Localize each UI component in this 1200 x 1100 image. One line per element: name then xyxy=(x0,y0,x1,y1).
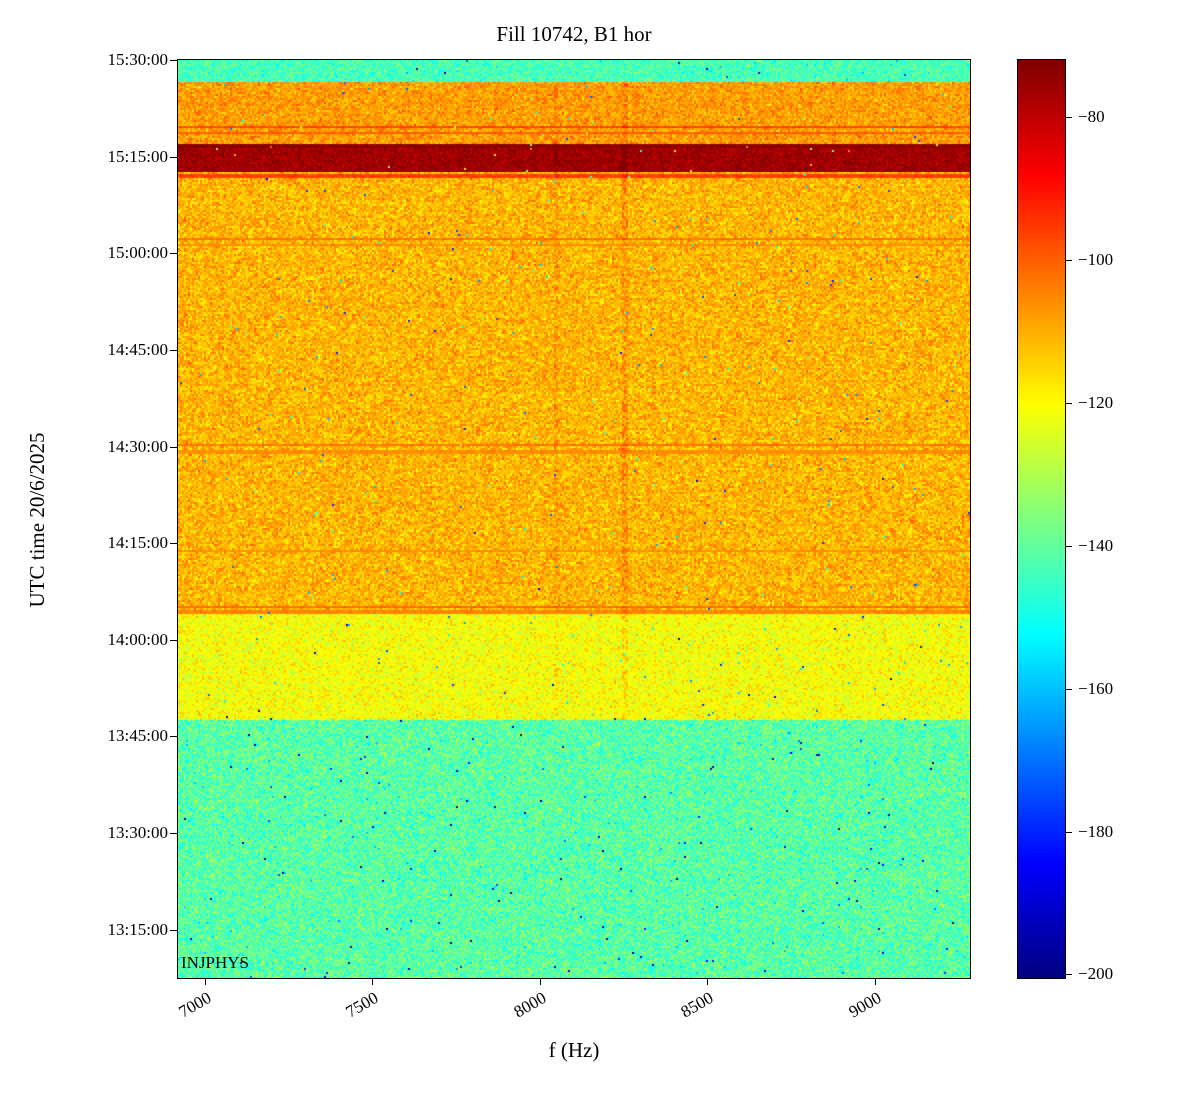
x-tick-mark xyxy=(707,978,708,985)
colorbar-tick-label: −140 xyxy=(1078,536,1113,556)
colorbar-tick-mark xyxy=(1065,260,1072,261)
colorbar-tick-mark xyxy=(1065,689,1072,690)
colorbar-tick-label: −160 xyxy=(1078,679,1113,699)
y-tick-mark xyxy=(170,543,177,544)
y-tick-mark xyxy=(170,930,177,931)
colorbar-tick-mark xyxy=(1065,832,1072,833)
spectrogram-figure: Fill 10742, B1 hor UTC time 20/6/2025 IN… xyxy=(0,0,1200,1100)
colorbar-tick-label: −100 xyxy=(1078,250,1113,270)
y-tick-mark xyxy=(170,640,177,641)
y-tick-mark xyxy=(170,157,177,158)
heatmap-canvas xyxy=(178,60,970,978)
y-tick-mark xyxy=(170,447,177,448)
colorbar-tick-mark xyxy=(1065,403,1072,404)
x-tick-mark xyxy=(540,978,541,985)
colorbar-tick-label: −120 xyxy=(1078,393,1113,413)
x-tick-mark xyxy=(875,978,876,985)
colorbar-tick-mark xyxy=(1065,974,1072,975)
colorbar-tick-label: −180 xyxy=(1078,822,1113,842)
colorbar-tick-mark xyxy=(1065,117,1072,118)
colorbar-canvas xyxy=(1018,60,1065,978)
x-axis-label: f (Hz) xyxy=(178,1038,970,1063)
y-tick-mark xyxy=(170,60,177,61)
colorbar-tick-mark xyxy=(1065,546,1072,547)
y-axis-label: UTC time 20/6/2025 xyxy=(25,61,51,979)
colorbar-tick-label: −200 xyxy=(1078,964,1113,984)
y-tick-mark xyxy=(170,736,177,737)
x-tick-mark xyxy=(205,978,206,985)
y-tick-mark xyxy=(170,833,177,834)
y-tick-mark xyxy=(170,350,177,351)
colorbar-tick-label: −80 xyxy=(1078,107,1105,127)
beam-mode-annotation: INJPHYS xyxy=(181,953,249,973)
chart-title: Fill 10742, B1 hor xyxy=(178,22,970,47)
x-tick-mark xyxy=(372,978,373,985)
y-tick-mark xyxy=(170,253,177,254)
